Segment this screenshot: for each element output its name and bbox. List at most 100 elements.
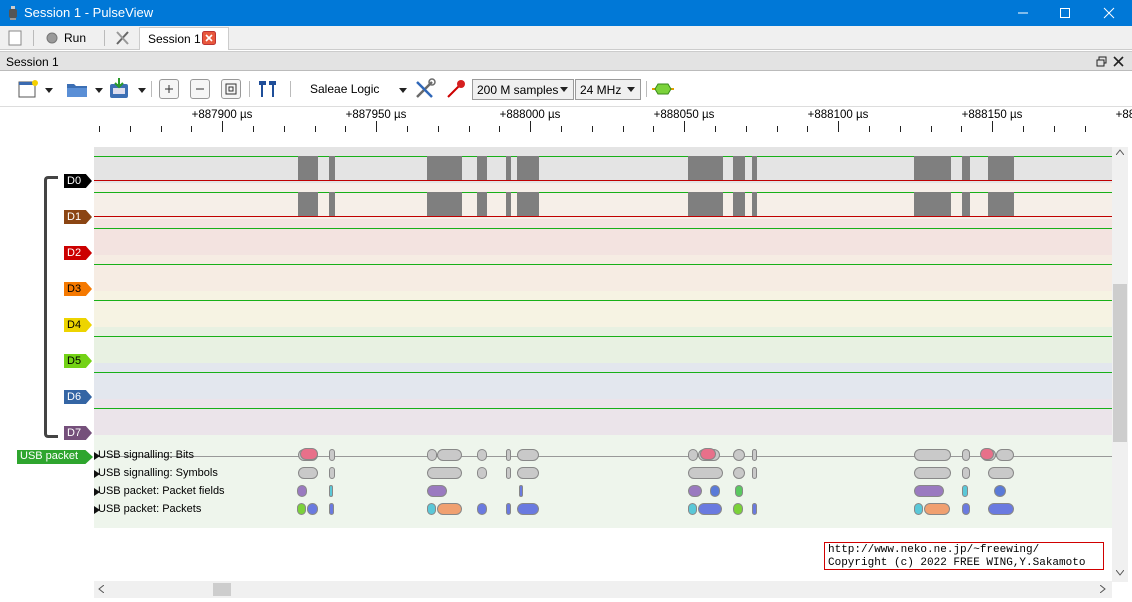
device-config-icon[interactable] bbox=[414, 78, 436, 100]
open-dropdown-icon[interactable] bbox=[95, 88, 103, 93]
decoder-annotation[interactable] bbox=[688, 449, 698, 461]
show-cursors-icon[interactable] bbox=[256, 79, 280, 99]
decoder-annotation[interactable] bbox=[698, 503, 722, 515]
settings-tools-icon[interactable] bbox=[114, 29, 132, 47]
decoder-annotation[interactable] bbox=[962, 467, 970, 479]
channel-tag-d2[interactable]: D2 bbox=[64, 246, 92, 260]
channel-trace-d0[interactable] bbox=[94, 147, 1112, 183]
decoder-annotation[interactable] bbox=[914, 485, 944, 497]
decoder-annotation[interactable] bbox=[962, 485, 968, 497]
scroll-up-icon[interactable] bbox=[1116, 149, 1124, 155]
decoder-annotation[interactable] bbox=[517, 503, 539, 515]
tab-session-1[interactable]: Session 1 bbox=[139, 27, 229, 50]
save-file-icon[interactable] bbox=[108, 78, 132, 100]
decoder-annotation[interactable] bbox=[688, 467, 723, 479]
new-session-dropdown-icon[interactable] bbox=[45, 88, 53, 93]
add-decoder-icon[interactable] bbox=[652, 80, 674, 98]
decoder-annotation[interactable] bbox=[700, 448, 716, 460]
decoder-annotation[interactable] bbox=[962, 449, 970, 461]
decoder-annotation[interactable] bbox=[752, 449, 757, 461]
time-ruler[interactable]: +887900 µs +887950 µs +888000 µs +888050 µs… bbox=[94, 107, 1132, 147]
decoder-annotation[interactable] bbox=[988, 503, 1014, 515]
expand-row-icon[interactable] bbox=[94, 488, 100, 496]
new-document-icon[interactable] bbox=[8, 30, 22, 46]
channel-trace-d6[interactable] bbox=[94, 363, 1112, 399]
horizontal-scroll-thumb[interactable] bbox=[213, 583, 231, 596]
expand-row-icon[interactable] bbox=[94, 506, 100, 514]
decoder-annotation[interactable] bbox=[427, 503, 436, 515]
channel-trace-d2[interactable] bbox=[94, 219, 1112, 255]
maximize-button[interactable] bbox=[1042, 0, 1088, 26]
decoder-annotation[interactable] bbox=[914, 449, 951, 461]
close-tab-icon[interactable] bbox=[202, 31, 216, 45]
decoder-annotation[interactable] bbox=[300, 448, 318, 460]
decoder-annotation[interactable] bbox=[506, 467, 511, 479]
decoder-annotation[interactable] bbox=[329, 503, 334, 515]
open-file-icon[interactable] bbox=[66, 79, 90, 99]
decoder-annotation[interactable] bbox=[914, 467, 951, 479]
decoder-annotation[interactable] bbox=[710, 485, 720, 497]
decoder-annotation[interactable] bbox=[427, 467, 462, 479]
decoder-annotation[interactable] bbox=[924, 503, 950, 515]
decoder-annotation[interactable] bbox=[688, 503, 697, 515]
float-dock-icon[interactable] bbox=[1096, 56, 1107, 67]
decoder-annotation[interactable] bbox=[427, 485, 447, 497]
zoom-fit-button[interactable] bbox=[221, 79, 241, 99]
expand-row-icon[interactable] bbox=[94, 452, 100, 460]
decoder-annotation[interactable] bbox=[517, 467, 539, 479]
channel-trace-d5[interactable] bbox=[94, 327, 1112, 363]
decoder-annotation[interactable] bbox=[307, 503, 318, 515]
decoder-annotation[interactable] bbox=[329, 485, 333, 497]
decoder-annotation[interactable] bbox=[427, 449, 437, 461]
channel-tag-d6[interactable]: D6 bbox=[64, 390, 92, 404]
decoder-annotation[interactable] bbox=[733, 449, 745, 461]
scroll-down-icon[interactable] bbox=[1116, 570, 1124, 576]
decoder-annotation[interactable] bbox=[329, 467, 335, 479]
channel-tag-d3[interactable]: D3 bbox=[64, 282, 92, 296]
save-dropdown-icon[interactable] bbox=[138, 88, 146, 93]
decoder-annotation[interactable] bbox=[688, 485, 702, 497]
decoder-annotation[interactable] bbox=[735, 485, 743, 497]
device-selector[interactable]: Saleae Logic bbox=[310, 82, 380, 96]
decoder-annotation[interactable] bbox=[298, 467, 318, 479]
decoder-annotation[interactable] bbox=[506, 503, 511, 515]
decoder-annotation[interactable] bbox=[733, 503, 743, 515]
new-session-icon[interactable] bbox=[18, 79, 40, 99]
zoom-in-button[interactable] bbox=[159, 79, 179, 99]
decoder-annotation[interactable] bbox=[517, 449, 539, 461]
close-dock-icon[interactable] bbox=[1113, 56, 1124, 67]
channel-tag-d5[interactable]: D5 bbox=[64, 354, 92, 368]
decoder-annotation[interactable] bbox=[297, 485, 307, 497]
close-button[interactable] bbox=[1086, 0, 1132, 26]
minimize-button[interactable] bbox=[1000, 0, 1046, 26]
expand-row-icon[interactable] bbox=[94, 470, 100, 478]
decoder-annotation[interactable] bbox=[733, 467, 745, 479]
decoder-annotation[interactable] bbox=[329, 449, 335, 461]
zoom-out-button[interactable] bbox=[190, 79, 210, 99]
decoder-annotation[interactable] bbox=[752, 467, 757, 479]
sample-count-select[interactable]: 200 M samples bbox=[472, 79, 574, 100]
probe-config-icon[interactable] bbox=[445, 78, 467, 100]
samplerate-select[interactable]: 24 MHz bbox=[575, 79, 641, 100]
decoder-annotation[interactable] bbox=[437, 449, 462, 461]
decoder-annotation[interactable] bbox=[988, 467, 1014, 479]
decoder-annotation[interactable] bbox=[914, 503, 923, 515]
decoder-annotation[interactable] bbox=[519, 485, 523, 497]
decoder-annotation[interactable] bbox=[994, 485, 1006, 497]
decoder-annotation[interactable] bbox=[437, 503, 462, 515]
decoder-annotation[interactable] bbox=[962, 503, 970, 515]
device-dropdown-icon[interactable] bbox=[399, 88, 407, 93]
decoder-annotation[interactable] bbox=[980, 448, 994, 460]
run-button[interactable]: Run bbox=[46, 29, 86, 47]
channel-tag-d7[interactable]: D7 bbox=[64, 426, 92, 440]
scroll-left-icon[interactable] bbox=[98, 585, 104, 593]
decoder-annotation[interactable] bbox=[996, 449, 1014, 461]
decoder-annotation[interactable] bbox=[506, 449, 511, 461]
horizontal-scrollbar[interactable] bbox=[94, 581, 1112, 598]
channel-tag-d4[interactable]: D4 bbox=[64, 318, 92, 332]
vertical-scroll-thumb[interactable] bbox=[1113, 284, 1127, 442]
decoder-annotation[interactable] bbox=[752, 503, 757, 515]
channel-tag-d0[interactable]: D0 bbox=[64, 174, 92, 188]
decoder-tag-usb-packet[interactable]: USB packet bbox=[17, 450, 93, 464]
decoder-annotation[interactable] bbox=[477, 503, 487, 515]
